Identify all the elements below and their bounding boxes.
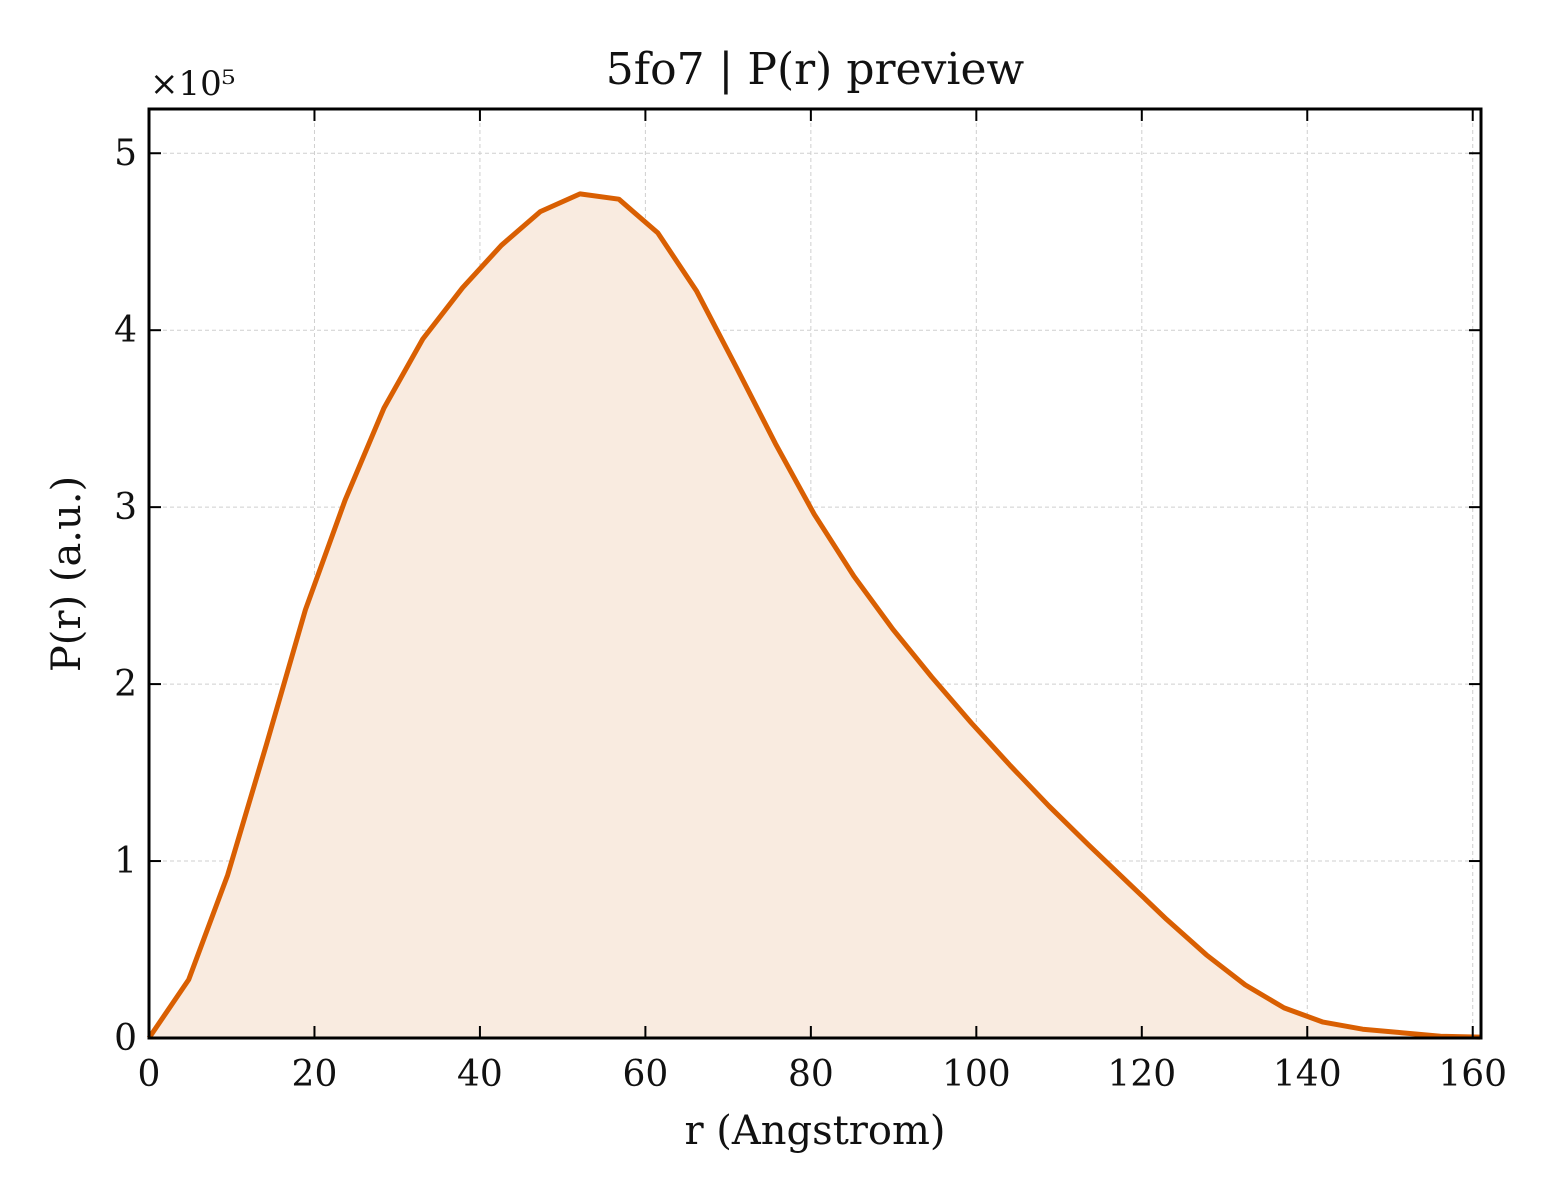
y-tick-label: 0 (114, 1018, 137, 1059)
y-tick-label: 2 (114, 664, 137, 705)
x-tick-label: 100 (942, 1054, 1011, 1095)
x-tick-label: 0 (138, 1054, 161, 1095)
x-tick-label: 160 (1438, 1054, 1507, 1095)
y-tick-label: 3 (114, 487, 137, 528)
y-axis-ticks: 0 1 2 3 4 5 (114, 133, 1481, 1059)
plot-frame (147, 107, 1483, 1040)
y-scale-label: ×10⁵ (150, 64, 235, 104)
x-tick-label: 20 (292, 1054, 338, 1095)
series-line (146, 191, 1481, 1040)
chart-title: 5fo7 | P(r) preview (606, 44, 1025, 95)
y-axis-label: P(r) (a.u.) (44, 476, 90, 672)
x-tick-label: 140 (1273, 1054, 1342, 1095)
x-tick-label: 40 (457, 1054, 503, 1095)
area-fill (149, 193, 1481, 1038)
y-tick-label: 4 (114, 310, 137, 351)
x-axis-ticks: 0 20 40 60 80 100 120 140 160 (138, 109, 1507, 1095)
x-tick-label: 60 (622, 1054, 668, 1095)
y-tick-label: 1 (114, 841, 137, 882)
x-tick-label: 80 (788, 1054, 834, 1095)
x-axis-label: r (Angstrom) (684, 1108, 945, 1154)
y-tick-label: 5 (114, 133, 137, 174)
x-tick-label: 120 (1107, 1054, 1176, 1095)
